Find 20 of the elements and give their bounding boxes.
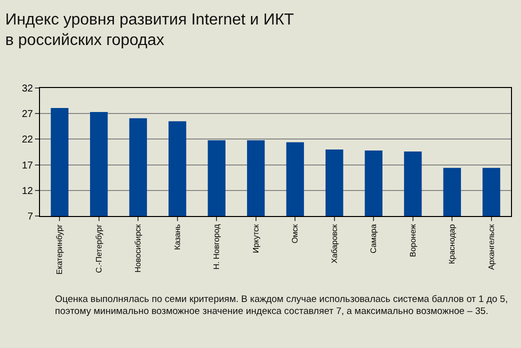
x-tick-label: Самара [369, 224, 378, 254]
x-tick-label: Хабаровск [330, 224, 339, 264]
text: Оценка выполнялась по семи критериям. В каждом случае использовалась система баллов от 1 до 5, поэтому минимально возможное значение индекса составляет 7, а максимально возможное – 35. [55, 294, 509, 318]
y-tick-label: 17 [22, 160, 34, 172]
y-tick-label: 27 [22, 109, 34, 120]
y-tick-label: 12 [22, 186, 34, 197]
x-tick-label: Архангельск [486, 224, 496, 270]
x-tick-label: Екатеринбург [55, 224, 64, 275]
x-tick-label: Казань [172, 224, 182, 250]
y-tick-label: 32 [22, 84, 34, 94]
y-tick-label: 22 [22, 134, 34, 146]
x-tick-label: Краснодар [448, 224, 457, 264]
x-tick-label: Новосибирск [134, 224, 143, 273]
x-tick-label: Омск [290, 224, 300, 244]
x-tick-label: Воронеж [408, 224, 418, 258]
y-tick-label: 7 [27, 212, 34, 222]
x-tick-label: Иркутск [251, 224, 260, 254]
chart-title: Индекс уровня развития Internet и ИКТ в российских городах [5, 11, 294, 50]
x-tick-label: Н. Новгород [212, 224, 222, 270]
x-tick-label: С.-Петербург [94, 224, 104, 273]
